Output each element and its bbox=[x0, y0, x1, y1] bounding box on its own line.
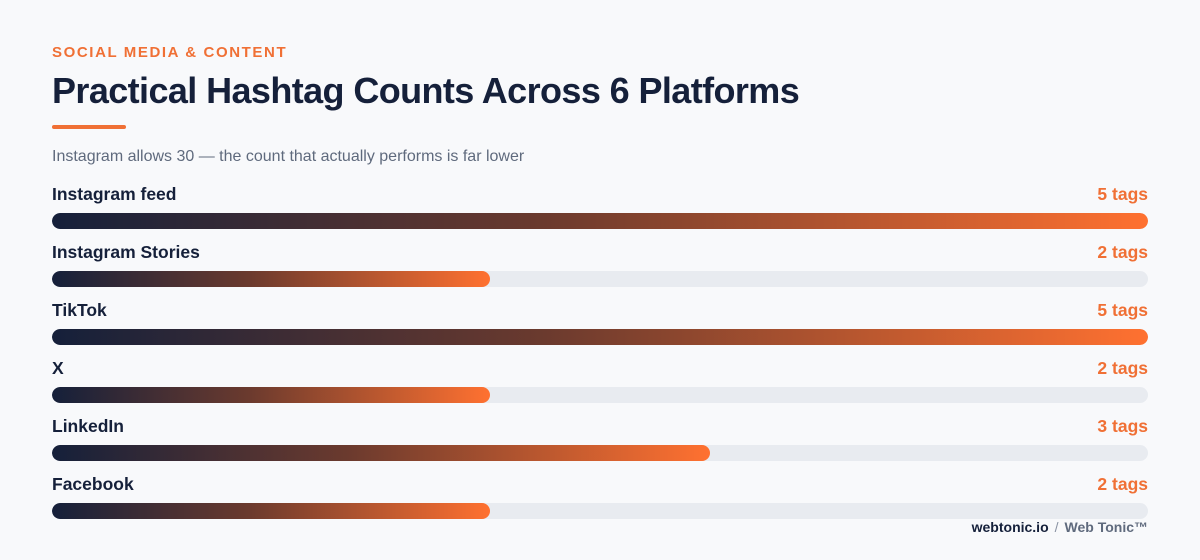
footer-brand: Web Tonic™ bbox=[1064, 519, 1148, 535]
bar-track bbox=[52, 271, 1148, 287]
bar bbox=[52, 387, 490, 403]
bar-value-label: 5 tags bbox=[1097, 184, 1148, 204]
bar-value-label: 5 tags bbox=[1097, 300, 1148, 320]
chart-subtitle: Instagram allows 30 — the count that act… bbox=[52, 148, 525, 165]
bar-value-label: 2 tags bbox=[1097, 474, 1148, 494]
bar-track bbox=[52, 329, 1148, 345]
bar-track bbox=[52, 445, 1148, 461]
bar-value-label: 3 tags bbox=[1097, 416, 1148, 436]
footer-credit: webtonic.io / Web Tonic™ bbox=[972, 519, 1148, 535]
bar-row: TikTok 5 tags bbox=[52, 300, 1148, 350]
bar bbox=[52, 503, 490, 519]
bar bbox=[52, 213, 1148, 229]
bar-category-label: LinkedIn bbox=[52, 416, 124, 436]
bar bbox=[52, 445, 710, 461]
bar-category-label: Instagram Stories bbox=[52, 242, 200, 262]
bar-category-label: TikTok bbox=[52, 300, 107, 320]
bar-track bbox=[52, 503, 1148, 519]
chart-title: Practical Hashtag Counts Across 6 Platfo… bbox=[52, 70, 800, 111]
bar-track bbox=[52, 213, 1148, 229]
bar-row: Facebook 2 tags bbox=[52, 474, 1148, 524]
footer-site: webtonic.io bbox=[971, 519, 1049, 535]
bar-row: X 2 tags bbox=[52, 358, 1148, 408]
bar bbox=[52, 329, 1148, 345]
bar bbox=[52, 271, 490, 287]
bar-category-label: Instagram feed bbox=[52, 184, 177, 204]
bar-category-label: Facebook bbox=[52, 474, 134, 494]
bar-row: Instagram feed 5 tags bbox=[52, 184, 1148, 234]
eyebrow-label: SOCIAL MEDIA & CONTENT bbox=[52, 44, 288, 61]
footer-separator: / bbox=[1054, 519, 1059, 535]
bar-value-label: 2 tags bbox=[1097, 358, 1148, 378]
title-underline bbox=[52, 125, 126, 129]
bar-row: Instagram Stories 2 tags bbox=[52, 242, 1148, 292]
bar-row: LinkedIn 3 tags bbox=[52, 416, 1148, 466]
bar-value-label: 2 tags bbox=[1097, 242, 1148, 262]
bar-category-label: X bbox=[52, 358, 64, 378]
bar-track bbox=[52, 387, 1148, 403]
